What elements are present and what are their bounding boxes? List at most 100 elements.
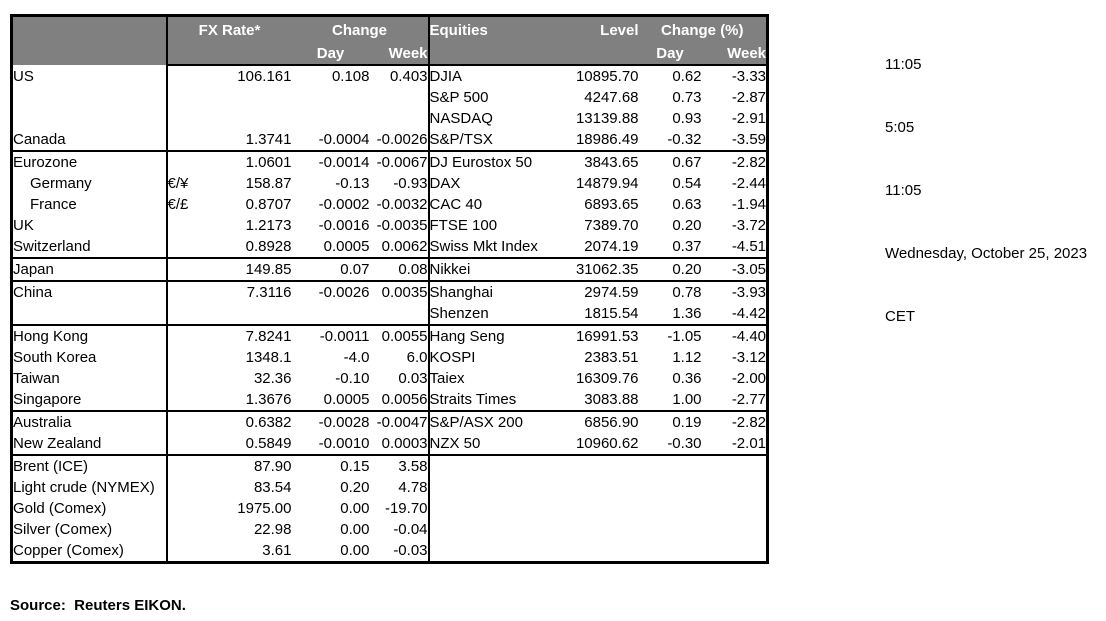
fx-rate-value: 0.8928 (245, 238, 292, 255)
equity-day-change (638, 454, 702, 477)
equity-label: Nikkei (428, 257, 544, 281)
fx-week-change: -19.70 (369, 498, 430, 519)
country-label (11, 303, 168, 325)
fx-rate-value: 3.61 (262, 542, 292, 559)
country-label: Switzerland (11, 236, 168, 258)
equity-week-change: -4.40 (701, 324, 768, 347)
fx-pair-symbol (167, 368, 207, 389)
table-row: Copper (Comex) 3.61 0.00 -0.03 (11, 540, 768, 563)
table-row: Gold (Comex) 1975.00 0.00 -19.70 (11, 498, 768, 519)
fx-week-change: 0.03 (369, 368, 430, 389)
equity-label: Straits Times (429, 391, 517, 408)
fx-day-change: 0.20 (340, 479, 370, 496)
equity-day-change: 0.20 (672, 217, 702, 234)
fx-week-change: -0.0047 (369, 410, 430, 433)
corner-cell (11, 15, 168, 65)
country-label: Japan (11, 257, 168, 281)
country-label: Taiwan (11, 368, 168, 389)
table-row: NASDAQ 13139.88 0.93 -2.91 (11, 108, 768, 129)
fx-week-change: 0.0062 (369, 236, 430, 258)
fx-rate-value (207, 108, 292, 129)
equity-week-change (702, 477, 768, 498)
fx-day-change: 0.07 (291, 257, 370, 281)
equity-week-change: -2.82 (701, 150, 768, 173)
equity-day-change: 0.67 (638, 150, 702, 173)
equity-week-change (702, 498, 768, 519)
equity-label (429, 498, 544, 519)
equity-label (428, 454, 544, 477)
table-row: Taiwan 32.36 -0.10 0.03 Taiex 16309.76 0.36 -2.… (11, 368, 768, 389)
fx-pair-symbol (167, 129, 207, 151)
table-row: Shenzen 1815.54 1.36 -4.42 (11, 303, 768, 325)
table-row: UK 1.2173 -0.0016 -0.0035 FTSE 100 7389.70 0.2… (11, 215, 768, 236)
source-note: Source: Reuters EIKON. (10, 597, 186, 614)
equity-day-change: 1.36 (672, 305, 702, 322)
equity-day-change: 0.93 (672, 110, 702, 127)
equity-week-change: -2.82 (701, 410, 768, 433)
equity-level: 16991.53 (543, 324, 639, 347)
table-row: US 106.161 0.108 0.403 DJIA 10895.70 0.62 -3.33 (11, 65, 768, 87)
timestamp-block: 11:05 5:05 11:05 Wednesday, October 25, … (885, 12, 1087, 369)
fx-rate-value: 158.87 (245, 175, 292, 192)
fx-rate-value: 0.5849 (245, 435, 292, 452)
equity-level: 6856.90 (543, 410, 639, 433)
fx-day-change: -0.10 (335, 370, 370, 387)
fx-day-change: 0.00 (340, 542, 370, 559)
report-date: Wednesday, October 25, 2023 (885, 245, 1088, 262)
equity-label: KOSPI (429, 349, 476, 366)
equity-level: 2074.19 (584, 238, 639, 255)
equity-level: 16309.76 (575, 370, 639, 387)
equity-label: S&P/ASX 200 (428, 410, 544, 433)
fx-week-change: 3.58 (369, 454, 430, 477)
equity-week-change: -3.33 (731, 68, 767, 85)
table-row: Eurozone 1.0601 -0.0014 -0.0067 DJ Eurostox … (11, 150, 768, 173)
fx-week-change: 0.0035 (369, 280, 430, 303)
equity-day-change: 0.63 (672, 196, 702, 213)
equity-label: Swiss Mkt Index (429, 238, 538, 255)
equity-level: 1815.54 (584, 305, 639, 322)
fx-day-header: Day (291, 43, 370, 66)
equity-level: 10960.62 (575, 435, 639, 452)
fx-week-change: -0.0026 (369, 129, 430, 151)
equity-label: DJ Eurostox 50 (428, 150, 544, 173)
fx-rate-value: 83.54 (253, 479, 292, 496)
table-row: Switzerland 0.8928 0.0005 0.0062 Swiss Mkt I… (11, 236, 768, 258)
header-row-1: FX Rate* Change Equities Level Change (%… (11, 15, 768, 65)
fx-pair-symbol (167, 389, 207, 411)
footnotes: Source: Reuters EIKON. * FX Rate for USD… (10, 553, 777, 621)
equity-label: CAC 40 (429, 196, 483, 213)
fx-pair-symbol (167, 477, 207, 498)
equity-day-change (639, 477, 702, 498)
equity-week-header: Week (701, 43, 768, 66)
fx-rate-header: FX Rate* (166, 15, 292, 43)
equity-day-change: -0.30 (667, 435, 702, 452)
equity-level: 18986.49 (575, 131, 639, 148)
fx-rate-value: 22.98 (253, 521, 292, 538)
country-label: Light crude (NYMEX) (11, 477, 168, 498)
fx-pair-symbol (167, 347, 207, 368)
equity-week-change: -3.59 (731, 131, 767, 148)
equity-week-change: -2.00 (731, 370, 767, 387)
equity-label: FTSE 100 (429, 217, 498, 234)
fx-day-change: 0.0005 (323, 391, 370, 408)
fx-pair-symbol (166, 150, 207, 173)
fx-rate-value: 0.8707 (245, 196, 292, 213)
fx-week-change: 0.0056 (369, 389, 430, 411)
equity-week-change: -3.12 (731, 349, 767, 366)
fx-pair-symbol (166, 454, 207, 477)
fx-day-change: -0.0016 (318, 217, 370, 234)
equities-header: Equities (428, 15, 544, 43)
equity-day-change: 1.00 (672, 391, 702, 408)
fx-week-change: 0.0003 (369, 433, 430, 455)
equity-label: S&P/TSX (429, 131, 493, 148)
equity-day-change: 0.19 (638, 410, 702, 433)
equity-level: 3083.88 (584, 391, 639, 408)
fx-day-change: -0.13 (335, 175, 370, 192)
fx-pair-symbol (167, 215, 207, 236)
timezone-label: CET (885, 308, 915, 325)
country-label: France (11, 194, 168, 215)
fx-rate-value: 1.3676 (245, 391, 292, 408)
time-local-1: 11:05 (885, 56, 922, 73)
fx-day-change: 0.0005 (323, 238, 370, 255)
table-row: Silver (Comex) 22.98 0.00 -0.04 (11, 519, 768, 540)
